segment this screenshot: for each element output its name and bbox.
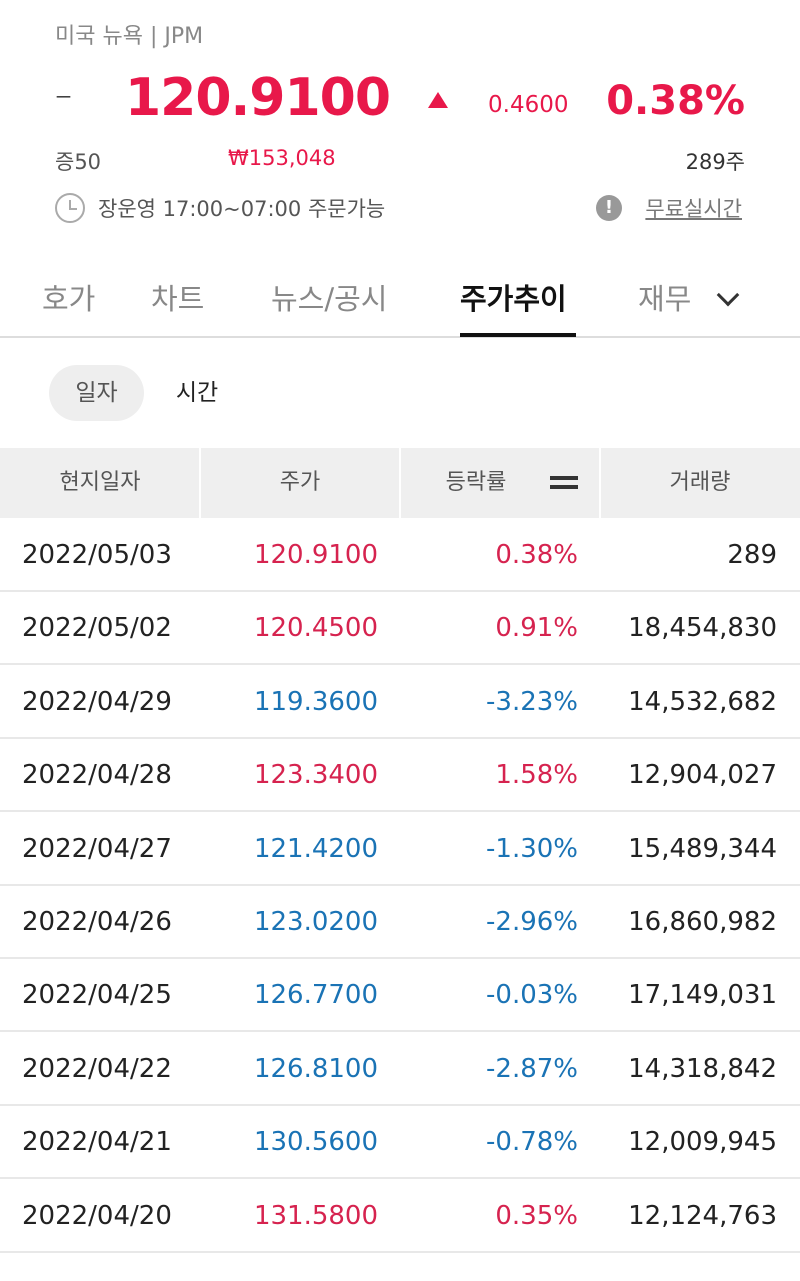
tab-news[interactable]: 뉴스/공시	[271, 282, 388, 316]
tab-bar: 호가 차트 뉴스/공시 주가추이 재무	[0, 260, 800, 338]
row-date: 2022/04/22	[22, 1053, 172, 1084]
row-rate: 0.38%	[495, 540, 578, 570]
market-ticker-label: 미국 뉴욕 | JPM	[55, 24, 204, 49]
stock-header: 미국 뉴욕 | JPM – 120.9100 0.4600 0.38% 증50 …	[0, 0, 800, 250]
price-change-percent: 0.38%	[606, 78, 745, 124]
certificate-label: 증50	[55, 150, 102, 174]
header-date: 현지일자	[59, 470, 141, 495]
current-price: 120.9100	[125, 68, 391, 128]
row-volume: 18,454,830	[628, 613, 777, 644]
row-price: 123.0200	[253, 907, 378, 937]
segment-hourly[interactable]: 시간	[175, 380, 219, 406]
session-hours: 장운영 17:00~07:00 주문가능	[98, 197, 386, 221]
krw-price: ₩153,048	[228, 146, 336, 170]
row-volume: 12,124,763	[628, 1200, 777, 1231]
free-realtime-link[interactable]: 무료실시간	[645, 197, 742, 221]
row-price: 126.7700	[253, 980, 378, 1011]
row-rate: -0.03%	[486, 980, 578, 1011]
row-date: 2022/04/21	[22, 1127, 172, 1158]
row-date: 2022/05/03	[22, 540, 172, 570]
row-volume: 12,904,027	[628, 760, 777, 791]
table-row[interactable]: 2022/05/03 120.9100 0.38% 289	[0, 519, 800, 592]
info-icon[interactable]: !	[596, 195, 622, 221]
row-price: 123.3400	[253, 760, 378, 791]
clock-icon	[55, 193, 85, 223]
segment-daily[interactable]: 일자	[49, 365, 144, 421]
active-tab-indicator	[460, 333, 576, 337]
row-date: 2022/05/02	[22, 613, 172, 644]
table-row[interactable]: 2022/04/22 126.8100 -2.87% 14,318,842	[0, 1033, 800, 1106]
row-date: 2022/04/28	[22, 760, 172, 791]
row-rate: 0.91%	[495, 613, 578, 644]
up-arrow-icon	[428, 92, 448, 108]
row-date: 2022/04/20	[22, 1200, 172, 1231]
header-rate[interactable]: 등락률	[445, 470, 507, 495]
tab-orderbook[interactable]: 호가	[42, 282, 96, 316]
table-row[interactable]: 2022/04/21 130.5600 -0.78% 12,009,945	[0, 1106, 800, 1180]
share-count: 289주	[685, 150, 745, 174]
table-row[interactable]: 2022/05/02 120.4500 0.91% 18,454,830	[0, 592, 800, 666]
tab-financials[interactable]: 재무	[638, 282, 692, 316]
row-volume: 289	[727, 540, 777, 570]
row-price: 120.9100	[253, 540, 378, 570]
row-date: 2022/04/29	[22, 686, 172, 717]
tab-chart[interactable]: 차트	[151, 282, 205, 316]
tab-price-history[interactable]: 주가추이	[460, 282, 567, 316]
row-rate: -2.96%	[486, 907, 578, 937]
row-price: 131.5800	[253, 1200, 378, 1231]
row-volume: 15,489,344	[628, 833, 777, 864]
price-change: 0.4600	[488, 92, 569, 118]
row-volume: 14,318,842	[628, 1053, 777, 1084]
header-divider	[399, 448, 401, 518]
table-row[interactable]: 2022/04/28 123.3400 1.58% 12,904,027	[0, 739, 800, 813]
row-price: 119.3600	[253, 686, 378, 717]
header-divider	[199, 448, 201, 518]
table-row[interactable]: 2022/04/26 123.0200 -2.96% 16,860,982	[0, 886, 800, 959]
row-volume: 12,009,945	[628, 1127, 777, 1158]
table-row[interactable]: 2022/04/25 126.7700 -0.03% 17,149,031	[0, 959, 800, 1033]
row-volume: 16,860,982	[628, 907, 777, 937]
header-price: 주가	[279, 470, 321, 495]
row-rate: -2.87%	[486, 1053, 578, 1084]
price-dash: –	[55, 75, 72, 115]
row-date: 2022/04/27	[22, 833, 172, 864]
row-price: 126.8100	[253, 1053, 378, 1084]
row-rate: -1.30%	[486, 833, 578, 864]
chevron-down-icon[interactable]	[716, 283, 740, 307]
row-volume: 17,149,031	[628, 980, 777, 1011]
row-rate: -0.78%	[486, 1127, 578, 1158]
row-price: 120.4500	[253, 613, 378, 644]
sort-icon[interactable]	[550, 476, 578, 490]
row-date: 2022/04/26	[22, 907, 172, 937]
table-row[interactable]: 2022/04/27 121.4200 -1.30% 15,489,344	[0, 813, 800, 886]
table-header: 현지일자 주가 등락률 거래량	[0, 448, 800, 518]
header-divider	[599, 448, 601, 518]
row-rate: 0.35%	[495, 1200, 578, 1231]
row-price: 121.4200	[253, 833, 378, 864]
row-date: 2022/04/25	[22, 980, 172, 1011]
row-rate: 1.58%	[495, 760, 578, 791]
header-volume: 거래량	[669, 470, 731, 495]
table-row[interactable]: 2022/04/20 131.5800 0.35% 12,124,763	[0, 1180, 800, 1253]
table-row[interactable]: 2022/04/29 119.3600 -3.23% 14,532,682	[0, 666, 800, 739]
row-rate: -3.23%	[486, 686, 578, 717]
row-volume: 14,532,682	[628, 686, 777, 717]
row-price: 130.5600	[253, 1127, 378, 1158]
